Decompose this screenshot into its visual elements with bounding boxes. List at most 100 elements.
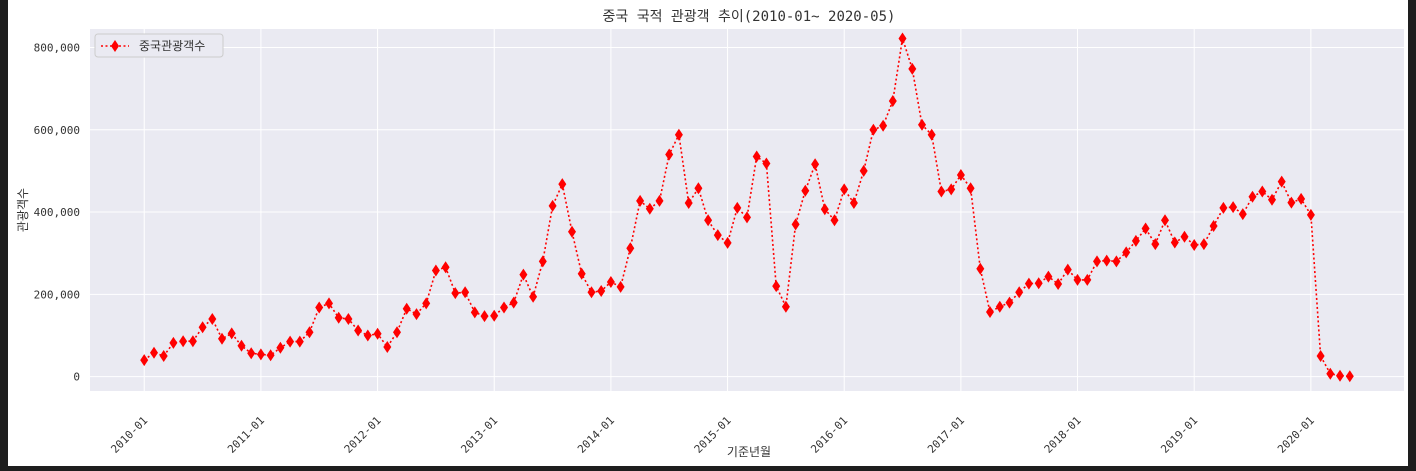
data-point-marker [422, 297, 431, 310]
data-point-marker [188, 335, 197, 348]
data-point-marker [315, 301, 324, 314]
x-tick-label: 2012-01 [342, 414, 384, 456]
data-point-marker [1141, 222, 1150, 235]
data-point-marker [597, 285, 606, 297]
data-point-marker [1093, 255, 1101, 268]
data-point-marker [791, 218, 800, 231]
data-point-marker [568, 225, 576, 238]
data-point-marker [169, 336, 178, 349]
y-tick-label: 800,000 [34, 42, 80, 55]
data-point-marker [577, 267, 586, 280]
data-point-marker [286, 335, 295, 348]
data-point-marker [441, 261, 450, 274]
data-point-marker [879, 119, 888, 132]
data-point-marker [256, 348, 265, 361]
data-point-marker [947, 183, 956, 196]
data-point-marker [1316, 350, 1325, 362]
series-markers [140, 32, 1354, 383]
data-point-marker [1248, 190, 1257, 203]
data-point-marker [1336, 369, 1344, 382]
data-point-marker [684, 197, 693, 209]
data-point-marker [276, 341, 285, 354]
data-point-marker [1306, 208, 1315, 221]
data-point-marker [344, 313, 353, 325]
data-point-marker [1209, 220, 1218, 232]
data-point-marker [655, 194, 664, 207]
data-point-marker [1112, 255, 1121, 268]
data-point-marker [305, 326, 314, 339]
data-point-marker [373, 327, 382, 340]
data-point-marker [762, 157, 771, 170]
data-point-marker [325, 297, 333, 310]
data-point-marker [1287, 196, 1296, 209]
data-point-marker [412, 308, 421, 321]
data-point-marker [733, 201, 742, 214]
data-point-marker [1297, 192, 1306, 205]
data-point-marker [159, 350, 168, 362]
data-point-marker [266, 349, 275, 362]
data-point-marker [509, 296, 518, 309]
figure-frame: 중국 국적 관광객 추이(2010-01~ 2020-05) 0 200,000 4… [8, 0, 1408, 466]
data-point-marker [1229, 201, 1238, 214]
data-point-marker [140, 354, 149, 367]
data-point-marker [820, 203, 829, 216]
legend-marker-sample [111, 40, 119, 52]
data-point-marker [645, 202, 654, 215]
data-point-marker [1345, 370, 1354, 383]
data-point-marker [237, 339, 246, 352]
data-point-marker [1326, 367, 1335, 380]
data-point-marker [626, 242, 635, 255]
data-point-marker [538, 255, 547, 268]
data-point-marker [781, 300, 790, 313]
data-point-marker [927, 128, 936, 141]
line-chart: 중국 국적 관광객 추이(2010-01~ 2020-05) 0 200,000 4… [16, 9, 1404, 459]
data-point-marker [849, 197, 858, 209]
data-point-marker [198, 321, 207, 334]
data-point-marker [227, 327, 236, 340]
data-point-marker [1180, 230, 1189, 243]
y-axis: 0 200,000 400,000 600,000 800,000 [34, 42, 80, 384]
data-point-marker [354, 324, 363, 337]
data-point-marker [1238, 208, 1247, 221]
data-point-marker [431, 264, 440, 277]
data-point-marker [986, 306, 994, 318]
data-point-marker [1063, 263, 1072, 276]
data-point-marker [665, 148, 674, 161]
x-tick-label: 2019-01 [1158, 414, 1200, 456]
data-point-marker [772, 280, 781, 293]
data-point-marker [334, 311, 343, 324]
x-tick-label: 2016-01 [808, 414, 850, 456]
plot-area [90, 29, 1404, 391]
data-point-marker [1005, 296, 1014, 309]
data-point-marker [1170, 236, 1179, 249]
data-point-marker [704, 214, 713, 227]
data-point-marker [461, 286, 470, 299]
data-point-marker [1190, 239, 1199, 251]
data-point-marker [1054, 278, 1063, 290]
data-point-marker [723, 236, 732, 249]
data-point-marker [1199, 238, 1208, 251]
legend-label: 중국관광객수 [139, 39, 205, 53]
series-line [143, 38, 1350, 377]
data-point-marker [548, 199, 557, 212]
data-point-marker [908, 62, 917, 75]
data-point-marker [1219, 201, 1228, 214]
y-tick-label: 400,000 [34, 206, 80, 219]
data-point-marker [383, 341, 392, 353]
data-point-marker [451, 287, 460, 300]
data-point-marker [713, 229, 722, 242]
data-point-marker [898, 32, 907, 45]
data-point-marker [976, 262, 985, 275]
data-point-marker [1102, 254, 1111, 267]
x-tick-label: 2017-01 [925, 414, 967, 456]
data-point-marker [1258, 185, 1267, 198]
data-point-marker [616, 280, 625, 293]
data-point-marker [208, 313, 217, 325]
data-point-marker [859, 164, 868, 177]
data-point-marker [218, 332, 226, 345]
data-point-marker [1151, 238, 1160, 251]
data-point-marker [801, 184, 810, 197]
data-point-marker [636, 194, 645, 207]
data-point-marker [1044, 270, 1053, 283]
data-point-marker [1073, 273, 1082, 286]
